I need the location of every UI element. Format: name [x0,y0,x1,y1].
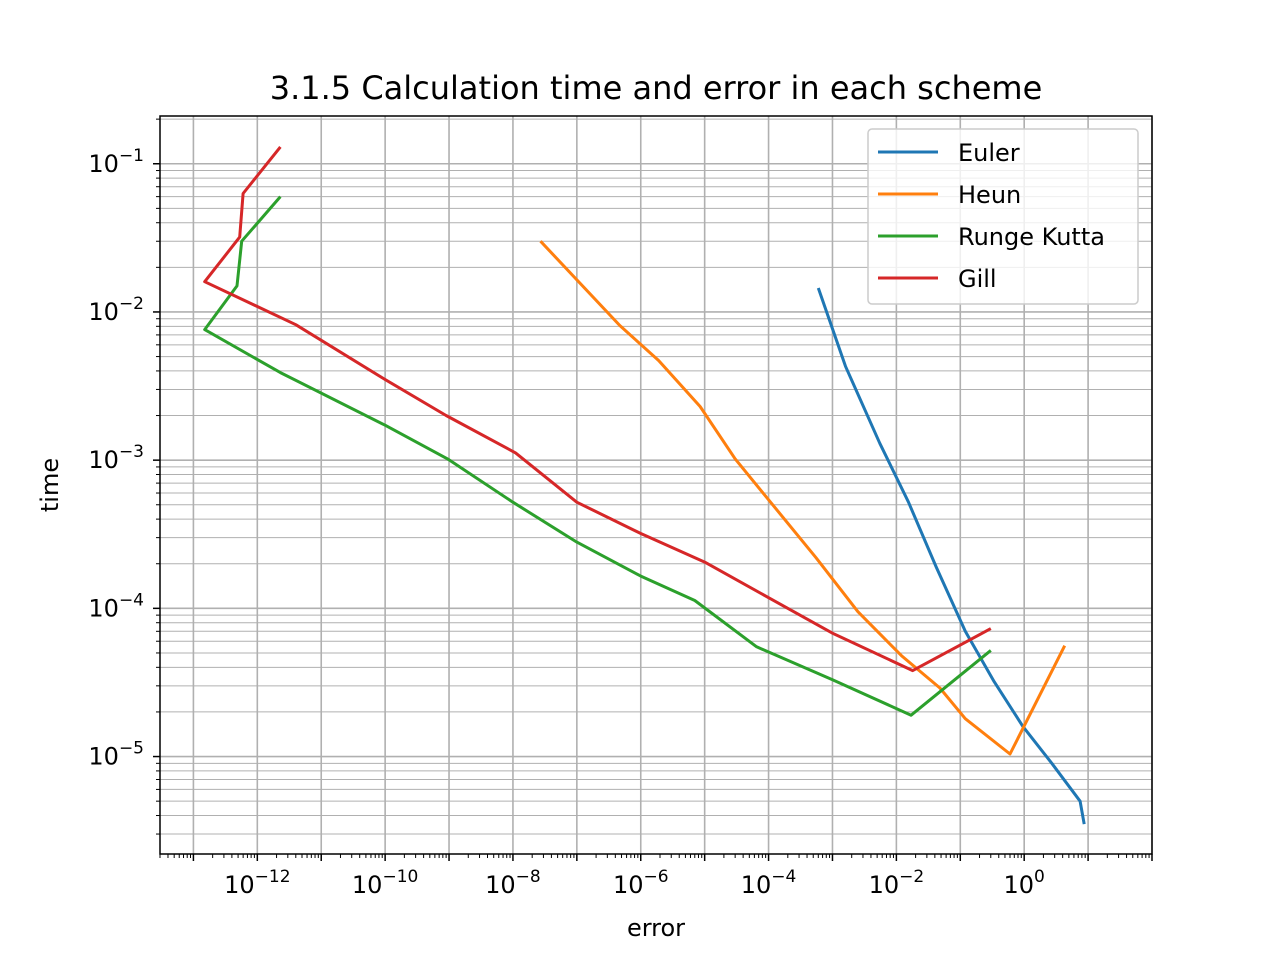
y-tick-label: 10−1 [88,146,144,178]
legend-label: Euler [958,139,1020,167]
legend: Euler Heun Runge Kutta Gill [867,128,1139,305]
y-tick-label: 10−5 [88,739,144,771]
y-tick-exponent: −4 [119,590,144,610]
x-tick-label: 10−12 [224,867,290,899]
x-tick-exponent: −4 [771,867,796,887]
y-tick-base: 10 [88,743,119,771]
x-tick-exponent: −2 [899,867,924,887]
y-tick-exponent: −1 [119,146,144,166]
series-line-heun [539,240,1067,756]
plot-lines [203,145,1086,825]
x-tick-base: 10 [224,871,255,899]
y-tick-exponent: −3 [119,442,144,462]
y-tick-label: 10−2 [88,294,144,326]
legend-box [867,128,1139,305]
x-tick-exponent: −8 [516,867,541,887]
x-tick-exponent: −6 [643,867,668,887]
legend-label: Gill [958,265,997,293]
x-tick-label: 10−10 [352,867,418,899]
x-axis-label: error [627,914,685,942]
x-tick-base: 10 [869,871,900,899]
x-tick-base: 10 [1004,871,1035,899]
plot-frame [159,115,1153,855]
y-tick-label: 10−4 [88,590,144,622]
chart-title: 3.1.5 Calculation time and error in each… [270,69,1043,107]
grid [160,116,1153,854]
x-tick-exponent: 0 [1034,867,1045,887]
x-tick-base: 10 [741,871,772,899]
y-tick-label: 10−3 [88,442,144,474]
series-line-gill [203,145,992,673]
y-tick-base: 10 [88,594,119,622]
legend-label: Runge Kutta [958,223,1105,251]
series-line-runge-kutta [203,195,992,717]
x-tick-label: 10−8 [485,867,541,899]
x-tick-label: 100 [1004,867,1045,899]
x-tick-label: 10−6 [613,867,669,899]
x-tick-exponent: −10 [382,867,418,887]
y-tick-base: 10 [88,150,119,178]
y-tick-exponent: −5 [119,739,144,759]
y-tick-exponent: −2 [119,294,144,314]
y-tick-base: 10 [88,298,119,326]
x-tick-base: 10 [485,871,516,899]
x-tick-label: 10−2 [869,867,925,899]
y-tick-base: 10 [88,446,119,474]
x-tick-base: 10 [613,871,644,899]
x-tick-label: 10−4 [741,867,797,899]
x-tick-exponent: −12 [255,867,291,887]
axis-ticks: 10−12 10−10 10−8 10−6 10−4 10−2 10010−510−410−… [88,118,1153,899]
x-tick-base: 10 [352,871,383,899]
legend-label: Heun [958,181,1021,209]
series-line-euler [816,287,1086,825]
y-axis-label: time [36,458,64,512]
